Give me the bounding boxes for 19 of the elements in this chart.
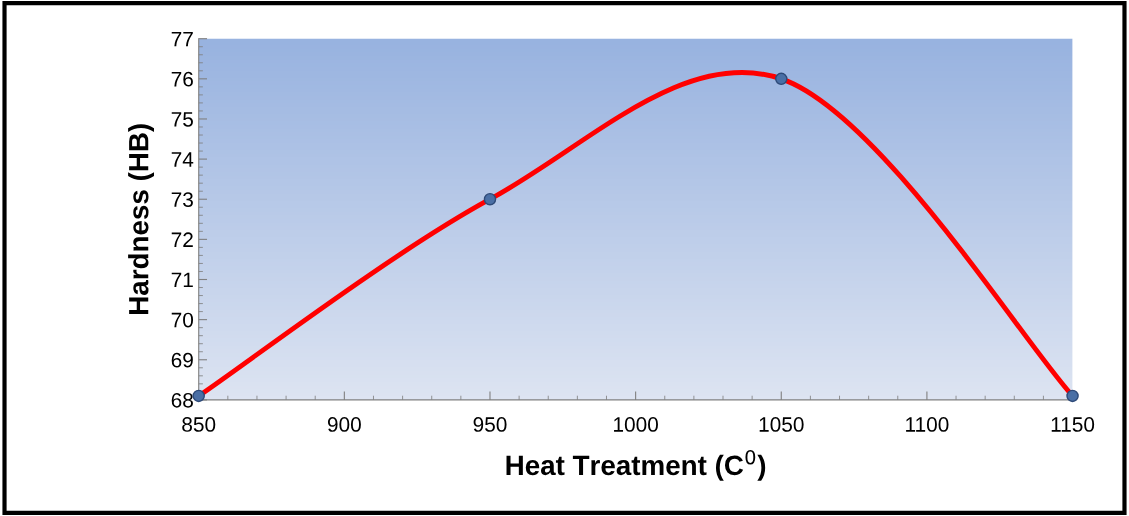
x-tick-label: 1050 (759, 417, 804, 432)
y-tick-label: 71 (171, 272, 193, 288)
x-tick-label: 900 (327, 417, 361, 432)
x-tick-label: 1150 (1051, 417, 1095, 432)
y-axis-title: Hardness (HB) (128, 124, 155, 314)
y-tick-label: 73 (171, 192, 193, 207)
x-tick-label: 1100 (906, 417, 949, 432)
y-tick-label: 76 (171, 71, 193, 87)
y-tick-label: 68 (171, 392, 193, 408)
y-tick-label: 75 (171, 112, 193, 127)
x-tick-label: 1000 (614, 417, 658, 432)
x-tick-label: 950 (473, 417, 507, 432)
y-tick-label: 77 (171, 31, 193, 47)
y-tick-label: 70 (171, 312, 194, 328)
y-tick-label: 72 (171, 232, 193, 247)
x-axis-title: Heat Treatment (C$^{0}$) (506, 449, 766, 481)
y-tick-label: 74 (171, 152, 194, 167)
x-tick-label: 850 (182, 417, 216, 432)
y-tick-label: 69 (171, 352, 193, 368)
